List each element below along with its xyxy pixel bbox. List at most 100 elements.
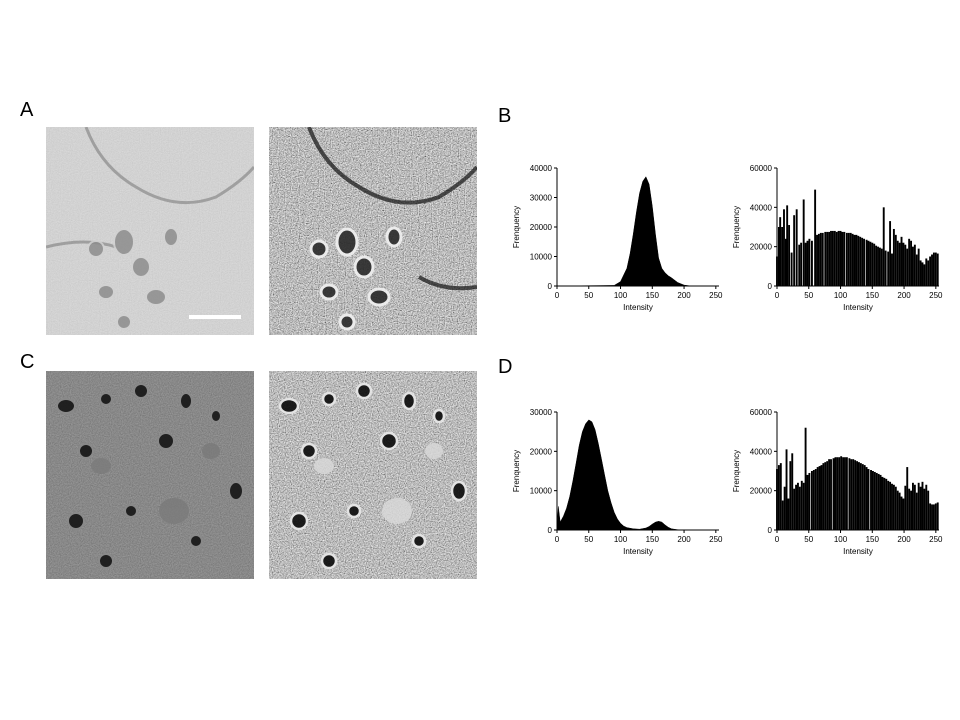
histogram-bar xyxy=(923,264,926,286)
histogram-bar xyxy=(891,253,893,286)
micrograph-a-original xyxy=(46,127,254,335)
histogram-bar xyxy=(816,467,819,530)
histogram-bar xyxy=(839,230,842,286)
histogram-bar xyxy=(844,457,846,530)
histogram-bar xyxy=(806,474,809,530)
histogram-area xyxy=(556,419,719,531)
histogram-bar xyxy=(787,498,790,530)
histogram-bar xyxy=(921,262,924,286)
histogram-bar xyxy=(797,482,799,530)
x-tick-label: 50 xyxy=(804,535,813,544)
histogram-bar xyxy=(892,228,895,286)
histogram-bar xyxy=(921,481,924,530)
histogram-bar xyxy=(779,463,782,530)
histogram-bar xyxy=(814,189,817,286)
histogram-bar xyxy=(821,232,824,286)
histogram-bar xyxy=(904,485,907,530)
histogram-bar xyxy=(931,504,933,530)
histogram-b-equalized: 0 50 100 150 200 250 0 20000 40000 60000 Intensity… xyxy=(732,164,943,312)
histogram-bar xyxy=(783,486,786,530)
x-tick-label: 50 xyxy=(804,291,813,300)
histogram-bar xyxy=(906,467,909,530)
histogram-bar xyxy=(931,254,933,286)
histogram-bar xyxy=(932,252,935,286)
histogram-bar xyxy=(870,470,872,530)
histogram-bar xyxy=(786,205,789,286)
histogram-bar xyxy=(927,260,930,286)
histogram-bar xyxy=(894,234,897,286)
histogram-bar xyxy=(837,230,840,286)
histogram-bar xyxy=(898,492,901,530)
histogram-bar xyxy=(814,469,817,530)
y-tick-label: 60000 xyxy=(750,408,773,417)
histogram-bar xyxy=(826,461,829,530)
y-axis-label: Frenquency xyxy=(732,206,741,248)
histogram-bar xyxy=(849,232,852,286)
histogram-bar xyxy=(851,233,854,286)
histogram-bar xyxy=(887,480,890,530)
histogram-bar xyxy=(873,243,876,286)
histogram-bar xyxy=(900,236,903,286)
histogram-bar xyxy=(854,460,857,530)
histogram-bar xyxy=(800,242,803,286)
histogram-bar xyxy=(919,486,922,530)
histogram-bar xyxy=(877,473,880,530)
x-tick-label: 250 xyxy=(929,291,943,300)
histogram-bar xyxy=(867,469,870,530)
histogram-bar xyxy=(932,504,935,530)
histogram-bar xyxy=(802,482,805,530)
y-axis-label: Frenquency xyxy=(512,450,521,492)
histogram-bar xyxy=(810,471,813,530)
x-tick-label: 100 xyxy=(614,535,628,544)
y-tick-label: 20000 xyxy=(750,487,773,496)
histogram-bar xyxy=(934,252,937,286)
histogram-bar xyxy=(852,459,855,530)
histogram-bar xyxy=(819,232,822,286)
x-axis-label: Intensity xyxy=(843,547,873,556)
y-tick-label: 0 xyxy=(548,282,553,291)
histogram-bar xyxy=(885,478,888,530)
y-tick-label: 60000 xyxy=(750,164,773,173)
histogram-bar xyxy=(910,240,912,286)
histogram-bar xyxy=(833,230,836,286)
y-axis-label: Frenquency xyxy=(732,450,741,492)
y-tick-label: 40000 xyxy=(750,203,773,212)
histogram-bar xyxy=(936,502,939,530)
histogram-bar xyxy=(810,240,813,286)
histogram-bar xyxy=(904,244,907,286)
histogram-bar xyxy=(887,251,890,286)
histogram-bar xyxy=(783,209,785,286)
x-tick-label: 150 xyxy=(866,535,880,544)
histogram-bar xyxy=(875,245,878,286)
histogram-bar xyxy=(855,234,858,286)
histogram-bar xyxy=(865,239,868,286)
histogram-bar xyxy=(913,484,916,530)
histogram-bar xyxy=(802,199,805,286)
histogram-bar xyxy=(898,242,901,286)
histogram-bar xyxy=(834,457,837,530)
histogram-bar xyxy=(889,221,892,286)
histogram-bar xyxy=(894,486,897,530)
histogram-bar xyxy=(830,230,832,286)
y-tick-label: 40000 xyxy=(530,164,553,173)
histogram-bar xyxy=(863,238,865,286)
histogram-bar xyxy=(804,427,807,530)
histogram-bar xyxy=(917,482,920,530)
histogram-bar xyxy=(882,207,885,286)
histogram-bar xyxy=(853,234,856,286)
x-tick-label: 150 xyxy=(866,291,880,300)
y-tick-label: 20000 xyxy=(530,447,553,456)
histogram-bar xyxy=(804,242,807,286)
histogram-bar xyxy=(875,472,878,530)
y-tick-label: 20000 xyxy=(750,243,773,252)
histogram-bar xyxy=(841,231,844,286)
y-tick-label: 20000 xyxy=(530,223,553,232)
x-tick-label: 250 xyxy=(929,535,943,544)
histogram-bar xyxy=(906,248,909,286)
histogram-bar xyxy=(859,236,862,286)
histogram-bar xyxy=(818,466,821,530)
x-tick-label: 200 xyxy=(677,291,691,300)
x-tick-label: 0 xyxy=(555,291,560,300)
histogram-bar xyxy=(781,500,784,530)
histogram-bar xyxy=(896,490,899,530)
